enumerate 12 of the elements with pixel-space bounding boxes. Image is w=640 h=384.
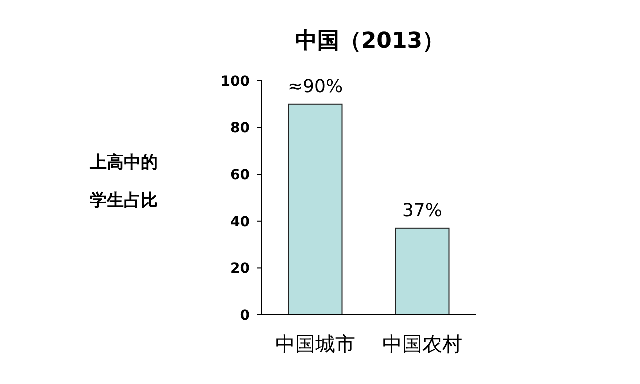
- y-axis-title: 上高中的学生占比: [89, 153, 158, 211]
- y-tick-label: 0: [240, 308, 250, 324]
- x-tick-label: 中国农村: [382, 332, 462, 356]
- y-tick-label: 40: [230, 214, 250, 230]
- y-tick-label: 20: [230, 261, 250, 278]
- y-tick-label: 100: [220, 74, 250, 90]
- data-label: 37%: [402, 200, 443, 222]
- y-tick-label: 80: [230, 120, 250, 137]
- x-tick-label: 中国城市: [276, 332, 356, 356]
- y-tick-label: 60: [230, 168, 250, 184]
- data-label: ≈90%: [288, 76, 344, 98]
- chart-title: 中国（2013）: [295, 29, 445, 54]
